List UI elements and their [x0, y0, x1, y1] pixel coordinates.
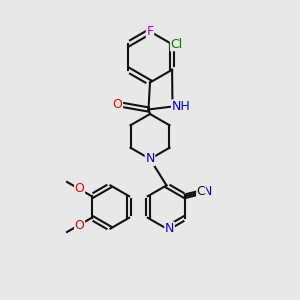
- Text: Cl: Cl: [170, 38, 183, 51]
- Text: N: N: [202, 185, 212, 198]
- Text: O: O: [75, 219, 85, 232]
- Text: O: O: [113, 98, 122, 112]
- Text: F: F: [146, 25, 154, 38]
- Text: C: C: [197, 184, 206, 198]
- Text: NH: NH: [172, 100, 190, 113]
- Text: N: N: [165, 222, 174, 235]
- Text: N: N: [145, 152, 155, 166]
- Text: O: O: [75, 182, 85, 195]
